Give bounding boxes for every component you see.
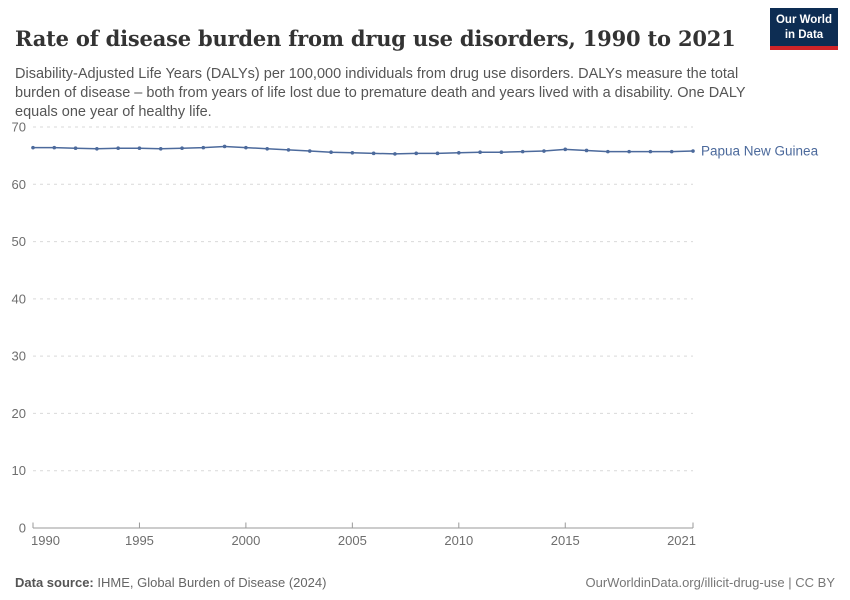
data-point[interactable] [393,152,397,156]
license-link[interactable]: OurWorldinData.org/illicit-drug-use | CC… [585,575,836,590]
data-source-text: IHME, Global Burden of Disease (2024) [93,575,327,590]
owid-logo[interactable]: Our World in Data [770,8,838,51]
y-axis-tick-label: 70 [12,120,26,135]
data-point[interactable] [457,150,461,155]
x-axis-tick-label: 2005 [338,533,367,548]
data-point[interactable] [329,150,333,155]
entity-label[interactable]: Papua New Guinea [701,144,819,159]
line-chart-svg[interactable]: 0 10 20 30 40 50 60 70 1990 1995 2000 2005 2010 2015 2… [0,112,850,560]
data-point[interactable] [201,145,206,150]
data-point[interactable] [73,146,78,150]
y-axis-tick-label: 30 [12,349,26,364]
owid-logo-line1: Our World [775,14,832,26]
y-axis-tick-label: 10 [12,463,26,478]
data-point[interactable] [116,146,120,150]
data-point[interactable] [180,146,184,150]
y-axis-tick-label: 20 [12,406,26,421]
x-axis-tick-label: 1990 [31,533,60,548]
data-point[interactable] [350,150,355,155]
chart-footer: Data source: IHME, Global Burden of Dise… [15,575,835,590]
y-axis-tick-label: 50 [12,234,26,249]
data-point[interactable] [371,151,376,156]
data-source-label: Data source: [15,575,94,590]
data-point[interactable] [414,151,419,156]
data-point[interactable] [499,150,504,155]
y-axis-tick-label: 60 [12,177,26,192]
x-axis-tick-label: 2015 [551,533,580,548]
data-point[interactable] [137,146,142,150]
data-point[interactable] [563,147,568,152]
owid-logo-line2: in Data [784,28,824,41]
data-point[interactable] [95,146,99,151]
data-point[interactable] [627,149,631,154]
x-axis-tick-label: 2010 [444,533,473,548]
y-axis-tick-label: 0 [19,521,26,536]
data-point[interactable] [265,146,269,151]
data-point[interactable] [52,145,57,150]
plot-area[interactable]: 0 10 20 30 40 50 60 70 1990 1995 2000 2005 2010 2015 2… [0,112,850,560]
data-point[interactable] [542,149,546,153]
data-point[interactable] [244,145,248,150]
data-point[interactable] [222,144,227,149]
data-point[interactable] [691,149,695,153]
chart-subtitle: Disability-Adjusted Life Years (DALYs) p… [15,65,746,120]
x-axis-tick-label: 1995 [125,533,154,548]
x-axis-tick-label: 2000 [231,533,260,548]
y-axis-tick-label: 40 [12,291,26,306]
x-axis-tick-label: 2021 [667,533,696,548]
data-point[interactable] [307,149,312,153]
data-point[interactable] [584,148,589,153]
chart-title: Rate of disease burden from drug use dis… [15,26,736,52]
data-point[interactable] [520,149,525,154]
data-point[interactable] [435,151,440,156]
data-source: Data source: IHME, Global Burden of Dise… [15,575,326,590]
data-point[interactable] [478,150,482,155]
data-point[interactable] [31,145,35,150]
data-line[interactable] [33,145,694,155]
data-point[interactable] [648,149,653,154]
data-point[interactable] [606,149,610,154]
data-point[interactable] [158,146,163,151]
data-point[interactable] [669,149,674,154]
data-point[interactable] [286,148,291,152]
